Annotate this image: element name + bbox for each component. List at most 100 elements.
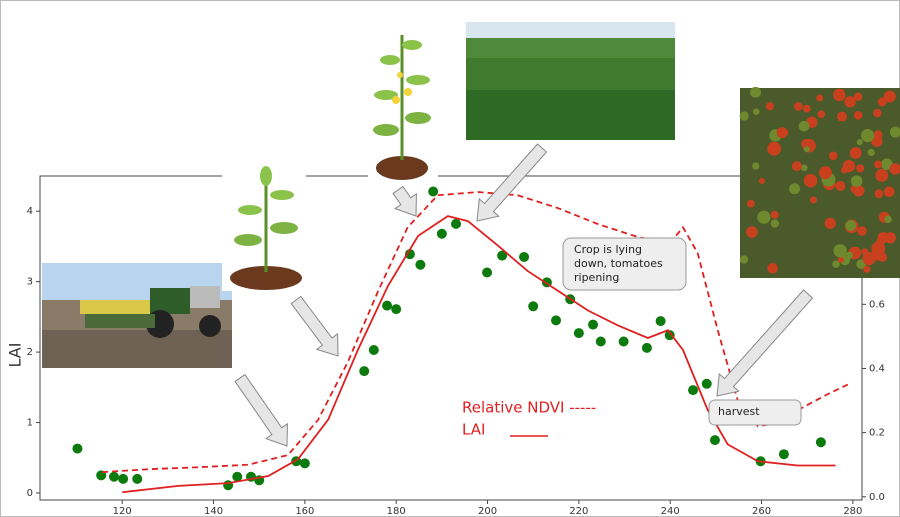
tomato [818, 166, 832, 180]
arrow [234, 373, 288, 447]
tomato [832, 260, 840, 268]
tomato [873, 108, 882, 118]
tomato [789, 183, 801, 195]
x-tick-label: 160 [295, 506, 314, 517]
lai-point [382, 300, 393, 311]
tomato [875, 168, 889, 182]
y-tick-label: 3 [27, 277, 33, 288]
tomato [837, 111, 848, 122]
lai-point [595, 336, 606, 347]
tomato [739, 255, 749, 264]
tomato [746, 199, 755, 208]
x-tick-label: 200 [478, 506, 497, 517]
x-tick-label: 140 [204, 506, 223, 517]
tomato [801, 139, 811, 149]
lai-point [551, 315, 562, 326]
tomato [863, 265, 871, 273]
y-tick-label: 2 [27, 347, 33, 358]
tomato [794, 102, 803, 111]
tomato [824, 217, 836, 230]
tomato [874, 160, 883, 169]
y2-tick-label: 0.6 [869, 299, 885, 310]
tomato [860, 128, 875, 143]
plot-area: 120 140 160 180 200 220 240 260 280 0 1 2 3 4 0.0 0.2 0.… [27, 175, 885, 517]
tomato [801, 164, 808, 172]
y-axis-label: LAI [6, 343, 25, 368]
tomato [752, 162, 760, 170]
tomato [850, 175, 863, 187]
tomato [845, 251, 854, 260]
tomato [828, 151, 838, 161]
plot-frame [39, 175, 863, 501]
small-plant [222, 163, 306, 291]
tomato [803, 146, 810, 153]
lai-point [72, 443, 83, 454]
x-tick-label: 240 [661, 506, 680, 517]
arrow [716, 289, 814, 397]
tomato [750, 86, 762, 98]
tractor-photo [42, 263, 232, 368]
lai-point [701, 378, 712, 389]
tomato [884, 215, 892, 224]
tomato [767, 141, 782, 156]
tomato [791, 161, 802, 172]
y-tick-label: 0 [27, 488, 33, 499]
x-tick-label: 280 [843, 506, 862, 517]
tomato [802, 104, 811, 113]
arrow [290, 295, 339, 357]
tomato [856, 139, 863, 146]
x-tick-label: 260 [752, 506, 771, 517]
y2-tick-label: 0.4 [869, 363, 885, 374]
legend-label: LAI [462, 421, 485, 439]
tomato [752, 108, 760, 116]
tomato [833, 244, 847, 258]
lai-point [573, 328, 584, 339]
x-tick-label: 220 [569, 506, 588, 517]
lai-point [519, 252, 530, 262]
tomato [849, 147, 862, 159]
lai-point [415, 259, 426, 270]
tomato [757, 210, 771, 224]
flowering-plant [368, 28, 438, 183]
lai-point [428, 186, 439, 197]
tomato [837, 256, 844, 263]
lai-point [778, 449, 789, 460]
tomato [844, 96, 856, 108]
tomato [832, 88, 846, 102]
legend-label: Relative NDVI ----- [462, 399, 596, 417]
field-photo [466, 22, 675, 140]
callout: Crop is lying down, tomatoes ripening [562, 237, 687, 291]
tomato [803, 173, 818, 188]
lai-point [299, 458, 310, 469]
tomato [871, 135, 883, 147]
tomato [816, 94, 824, 102]
arrow [476, 143, 548, 222]
tomato [746, 226, 758, 238]
lai-point [815, 437, 826, 448]
tomato [758, 178, 766, 185]
lai-point [709, 435, 720, 446]
lai-point [618, 336, 629, 347]
lai-point [391, 304, 402, 315]
y-tick-label: 4 [27, 206, 33, 217]
y2-tick-label: 0.0 [869, 492, 885, 503]
lai-point [132, 473, 143, 484]
lai-point [436, 228, 447, 239]
tomato [842, 159, 856, 173]
tomato [835, 180, 846, 191]
tomato [809, 196, 818, 204]
tomato-photo [739, 86, 900, 278]
lai-point [655, 316, 666, 327]
lai-point [359, 366, 370, 377]
tomato [770, 219, 779, 228]
lai-point [404, 249, 415, 260]
tomato [867, 148, 875, 157]
lai-point [688, 385, 699, 396]
x-tick-label: 120 [113, 506, 132, 517]
tomato [770, 210, 779, 219]
tomato [776, 127, 788, 139]
tomato [889, 163, 900, 175]
y-tick-label: 1 [27, 418, 33, 429]
lai-point [641, 342, 652, 353]
tomato [862, 251, 876, 266]
